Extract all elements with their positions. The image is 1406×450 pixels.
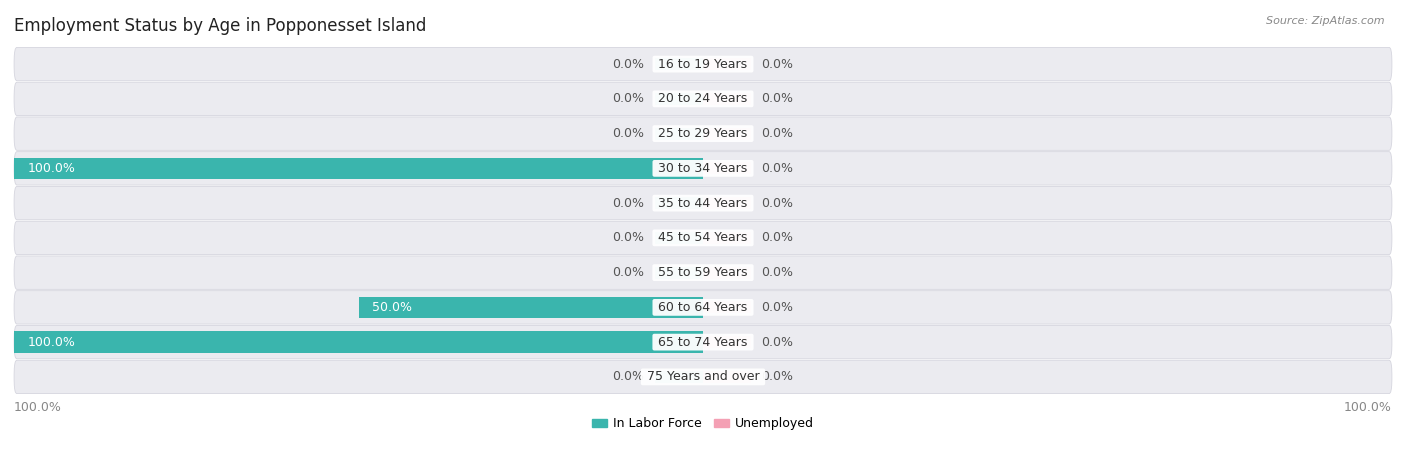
Bar — [655, 58, 703, 70]
FancyBboxPatch shape — [14, 325, 1392, 359]
Bar — [655, 93, 703, 105]
Bar — [703, 128, 751, 140]
Text: 65 to 74 Years: 65 to 74 Years — [654, 336, 752, 349]
Text: 55 to 59 Years: 55 to 59 Years — [654, 266, 752, 279]
Bar — [703, 162, 751, 174]
Bar — [655, 371, 703, 383]
Text: 0.0%: 0.0% — [613, 92, 644, 105]
Bar — [703, 93, 751, 105]
Text: 0.0%: 0.0% — [613, 58, 644, 71]
Bar — [703, 371, 751, 383]
Bar — [703, 197, 751, 209]
Text: Employment Status by Age in Popponesset Island: Employment Status by Age in Popponesset … — [14, 17, 426, 35]
Text: 100.0%: 100.0% — [28, 336, 76, 349]
FancyBboxPatch shape — [14, 82, 1392, 116]
Bar — [14, 158, 703, 179]
Legend: In Labor Force, Unemployed: In Labor Force, Unemployed — [586, 412, 820, 436]
Bar — [655, 128, 703, 140]
FancyBboxPatch shape — [14, 256, 1392, 289]
Bar — [703, 58, 751, 70]
Text: 0.0%: 0.0% — [613, 370, 644, 383]
FancyBboxPatch shape — [14, 117, 1392, 150]
Bar — [703, 232, 751, 244]
Text: 0.0%: 0.0% — [762, 197, 793, 210]
Text: 0.0%: 0.0% — [762, 162, 793, 175]
Bar — [14, 331, 703, 353]
Text: 50.0%: 50.0% — [373, 301, 412, 314]
Text: 20 to 24 Years: 20 to 24 Years — [654, 92, 752, 105]
Text: 35 to 44 Years: 35 to 44 Years — [654, 197, 752, 210]
Bar — [703, 336, 751, 348]
Text: 0.0%: 0.0% — [613, 231, 644, 244]
Text: Source: ZipAtlas.com: Source: ZipAtlas.com — [1267, 16, 1385, 26]
Bar — [655, 232, 703, 244]
Text: 0.0%: 0.0% — [762, 127, 793, 140]
Text: 100.0%: 100.0% — [1344, 401, 1392, 414]
Text: 0.0%: 0.0% — [762, 301, 793, 314]
Text: 0.0%: 0.0% — [762, 231, 793, 244]
Text: 60 to 64 Years: 60 to 64 Years — [654, 301, 752, 314]
Text: 100.0%: 100.0% — [28, 162, 76, 175]
Bar — [359, 297, 703, 318]
FancyBboxPatch shape — [14, 186, 1392, 220]
Text: 0.0%: 0.0% — [762, 58, 793, 71]
Text: 0.0%: 0.0% — [762, 92, 793, 105]
FancyBboxPatch shape — [14, 152, 1392, 185]
Text: 16 to 19 Years: 16 to 19 Years — [654, 58, 752, 71]
Text: 0.0%: 0.0% — [762, 266, 793, 279]
Text: 100.0%: 100.0% — [14, 401, 62, 414]
Text: 75 Years and over: 75 Years and over — [643, 370, 763, 383]
Text: 30 to 34 Years: 30 to 34 Years — [654, 162, 752, 175]
Text: 45 to 54 Years: 45 to 54 Years — [654, 231, 752, 244]
Bar — [703, 267, 751, 279]
Bar — [655, 197, 703, 209]
FancyBboxPatch shape — [14, 360, 1392, 394]
Bar — [655, 267, 703, 279]
Text: 0.0%: 0.0% — [613, 266, 644, 279]
FancyBboxPatch shape — [14, 47, 1392, 81]
Text: 0.0%: 0.0% — [613, 127, 644, 140]
Bar — [703, 302, 751, 313]
Text: 25 to 29 Years: 25 to 29 Years — [654, 127, 752, 140]
Text: 0.0%: 0.0% — [762, 336, 793, 349]
FancyBboxPatch shape — [14, 291, 1392, 324]
Text: 0.0%: 0.0% — [613, 197, 644, 210]
Text: 0.0%: 0.0% — [762, 370, 793, 383]
FancyBboxPatch shape — [14, 221, 1392, 255]
